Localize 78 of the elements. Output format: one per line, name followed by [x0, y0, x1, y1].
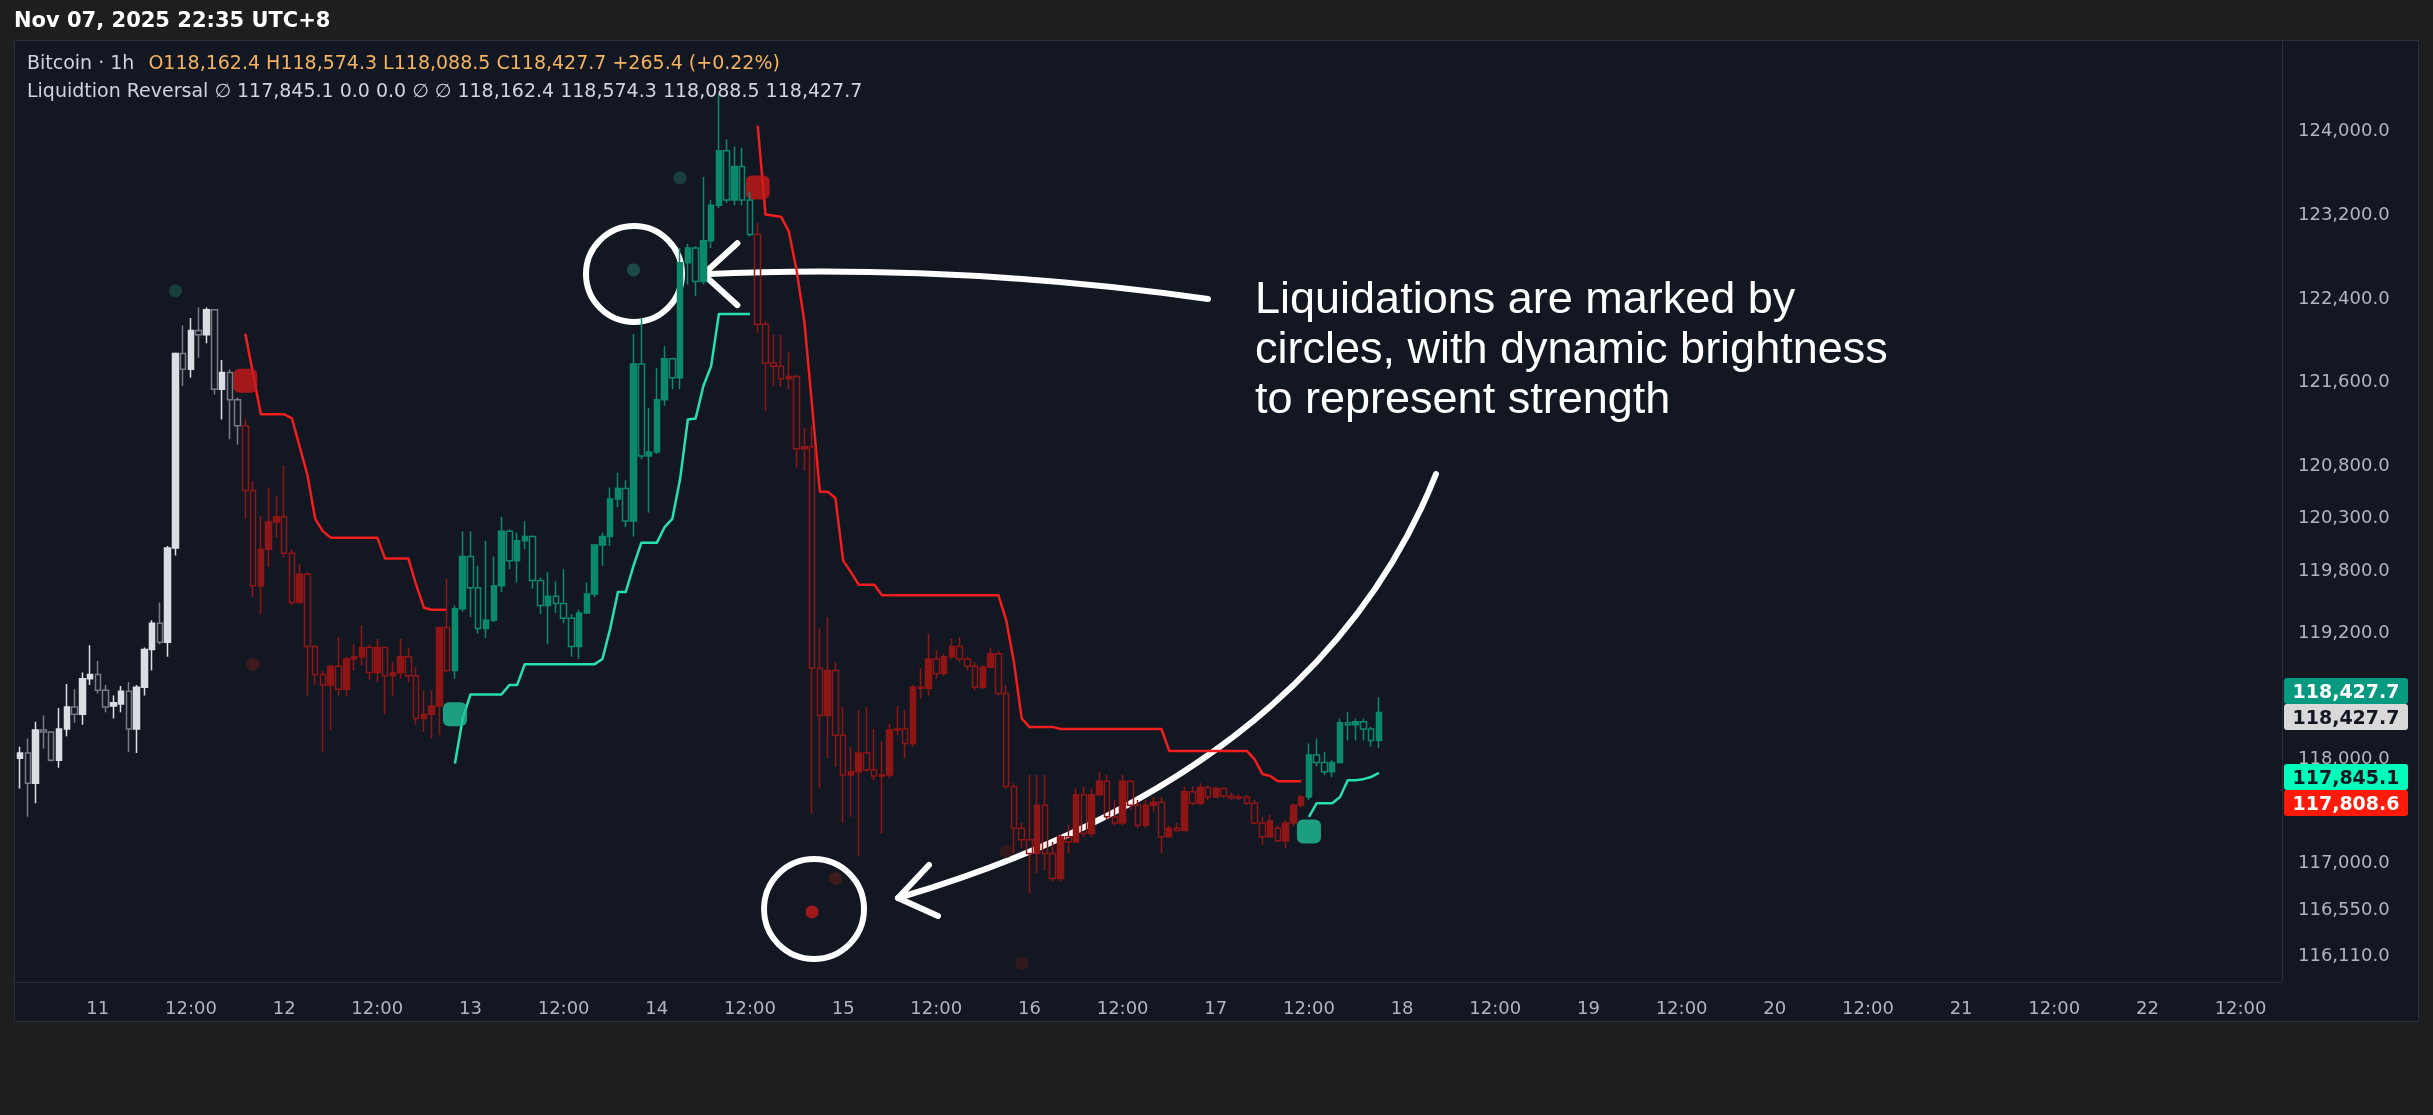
line-series	[1307, 771, 1381, 819]
point	[1296, 819, 1321, 844]
y-tick-label: 120,800.0	[2298, 453, 2390, 475]
point	[442, 702, 467, 727]
point	[745, 175, 770, 200]
point	[673, 171, 687, 185]
line-series	[453, 312, 752, 765]
x-tick-label: 12:00	[1283, 996, 1335, 1018]
point	[627, 263, 641, 277]
x-tick-label: 12:00	[2214, 996, 2267, 1018]
annotation: Liquidations are marked by circles, with dynamic brightness to represent strength	[1255, 272, 1889, 423]
point	[828, 871, 842, 885]
text: Nov 07, 2025 22:35 UTC+8	[14, 8, 331, 32]
candlestick	[218, 359, 226, 421]
candlestick	[202, 306, 211, 344]
x-tick-label: 12:00	[910, 996, 963, 1018]
x-tick-label: 15	[831, 996, 855, 1018]
candlestick	[482, 540, 490, 639]
x-tick-label: 21	[1949, 996, 1973, 1018]
candlestick	[746, 190, 754, 238]
text: O118,162.4 H118,574.3 L118,088.5 C118,427.7 +265.4 (+0.22%)	[148, 51, 780, 73]
candlestick	[187, 317, 195, 379]
y-tick-label: 119,800.0	[2298, 558, 2390, 580]
point	[168, 284, 182, 298]
y-tick-label: 116,550.0	[2298, 898, 2390, 920]
x-tick-label: 12:00	[1655, 996, 1708, 1018]
point	[1015, 956, 1029, 970]
candlestick	[24, 737, 32, 818]
y-tick-label: 117,000.0	[2298, 851, 2390, 873]
candlestick	[1336, 717, 1344, 765]
x-tick-label: 12:00	[351, 996, 404, 1018]
candlestick	[156, 601, 164, 646]
candlestick	[16, 746, 24, 790]
candlestick	[70, 688, 79, 724]
y-tick-label: 116,110.0	[2298, 944, 2390, 966]
candlestick	[909, 684, 917, 748]
x-tick-label: 12:00	[1469, 996, 1522, 1018]
candlestick	[31, 720, 40, 804]
text: 118,427.7	[2284, 678, 2408, 704]
x-tick-label: 13	[459, 996, 482, 1018]
text: 117,845.1	[2284, 764, 2408, 790]
x-tick-label: 16	[1018, 996, 1041, 1018]
x-tick-label: 19	[1576, 996, 1600, 1018]
text: Bitcoin · 1h	[27, 51, 135, 73]
y-tick-label: 124,000.0	[2298, 119, 2390, 141]
x-tick-label: 12:00	[724, 996, 776, 1018]
annotation: Liquidtion Reversal ∅ 117,845.1 0.0 0.0 ∅ ∅ 118,162.4 118,574.3 118,088.5 118,427.7	[27, 79, 863, 101]
point	[805, 905, 819, 919]
x-tick-label: 12:00	[537, 996, 590, 1018]
y-tick-label: 122,400.0	[2298, 286, 2390, 308]
x-tick-label: 12:00	[2028, 996, 2081, 1018]
x-tick-label: 20	[1763, 996, 1787, 1018]
candlestick	[125, 681, 133, 753]
x-tick-label: 12:00	[1096, 996, 1149, 1018]
candlestick	[210, 308, 219, 396]
x-tick-label: 12:00	[165, 996, 217, 1018]
y-tick-label: 119,200.0	[2298, 621, 2390, 643]
line-series	[244, 332, 449, 612]
x-tick-label: 22	[2135, 996, 2159, 1018]
x-tick-label: 12:00	[1842, 996, 1894, 1018]
y-tick-label: 123,200.0	[2298, 203, 2390, 225]
x-tick-label: 18	[1390, 996, 1414, 1018]
y-tick-label: 120,300.0	[2298, 506, 2390, 528]
point	[233, 368, 258, 393]
x-tick-label: 12	[272, 996, 296, 1018]
candlestick	[179, 324, 187, 387]
candlestick	[1375, 696, 1383, 749]
point	[999, 844, 1013, 858]
x-tick-label: 11	[86, 996, 110, 1018]
candlestick	[55, 707, 63, 769]
text: 117,808.6	[2284, 790, 2408, 816]
x-tick-label: 14	[645, 996, 669, 1018]
point	[246, 657, 260, 671]
candlestick	[63, 683, 71, 738]
text: 118,427.7	[2284, 704, 2408, 730]
candlestick	[194, 306, 203, 359]
y-tick-label: 121,600.0	[2298, 370, 2390, 392]
x-tick-label: 17	[1204, 996, 1228, 1018]
